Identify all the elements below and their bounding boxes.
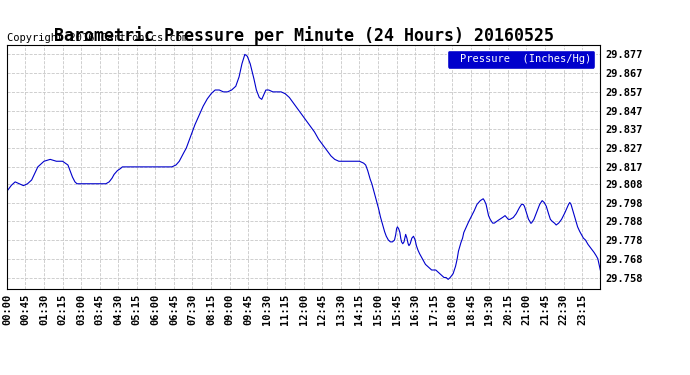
Legend: Pressure  (Inches/Hg): Pressure (Inches/Hg) <box>447 50 595 69</box>
Text: Copyright 2016 Cartronics.com: Copyright 2016 Cartronics.com <box>7 33 188 43</box>
Title: Barometric Pressure per Minute (24 Hours) 20160525: Barometric Pressure per Minute (24 Hours… <box>54 26 553 45</box>
